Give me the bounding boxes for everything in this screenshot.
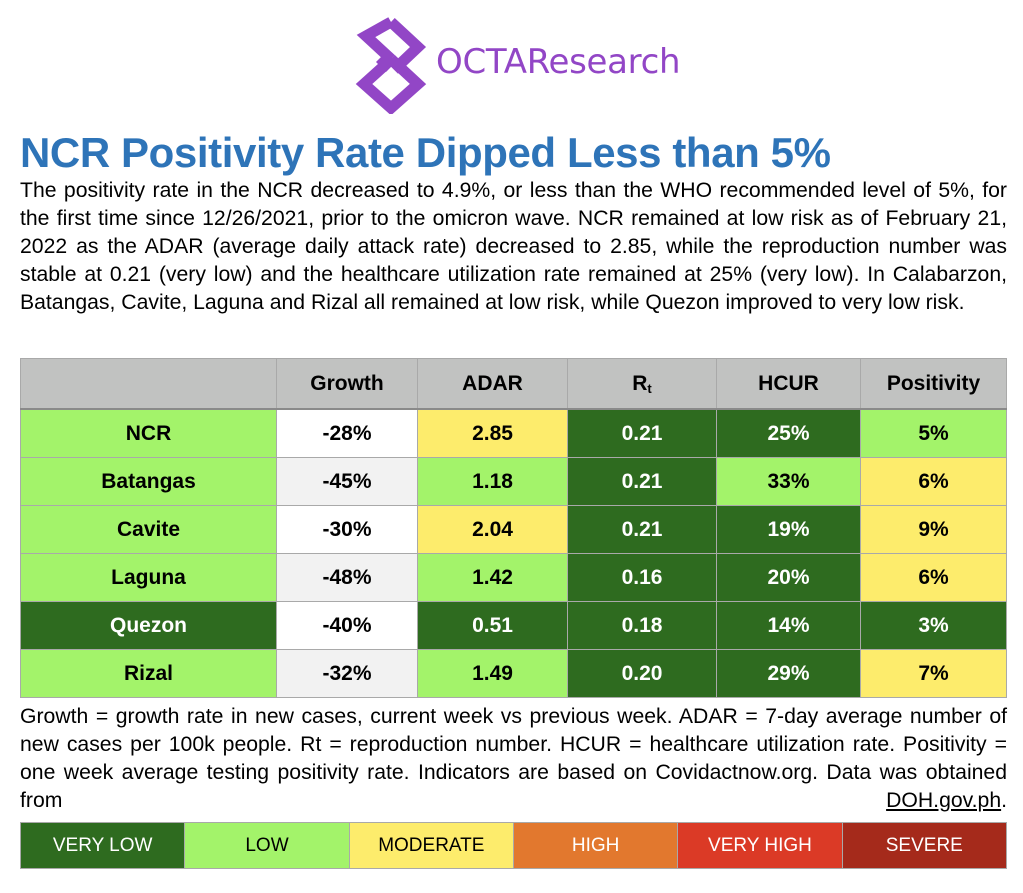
cell-hcur: 14% bbox=[716, 601, 861, 650]
cell-hcur: 33% bbox=[716, 457, 861, 506]
cell-positivity: 9% bbox=[860, 505, 1007, 554]
cell-adar: 2.85 bbox=[417, 408, 568, 458]
cell-adar: 0.51 bbox=[417, 601, 568, 650]
octa-research-logo: OCTAResearch bbox=[352, 14, 681, 114]
footnote: Growth = growth rate in new cases, curre… bbox=[20, 703, 1007, 815]
cell-positivity: 6% bbox=[860, 553, 1007, 602]
table-body: NCR -28% 2.85 0.21 25% 5% Batangas -45% … bbox=[20, 408, 1007, 698]
summary-paragraph: The positivity rate in the NCR decreased… bbox=[20, 179, 1007, 314]
cell-adar: 1.42 bbox=[417, 553, 568, 602]
risk-table: Growth ADAR Rt HCUR Positivity NCR -28% … bbox=[20, 358, 1007, 698]
cell-growth: -32% bbox=[276, 649, 418, 698]
doh-link[interactable]: DOH.gov.ph bbox=[886, 789, 1002, 812]
legend-severe: SEVERE bbox=[842, 823, 1006, 868]
legend-very-high: VERY HIGH bbox=[678, 823, 843, 868]
cell-growth: -48% bbox=[276, 553, 418, 602]
table-row: Cavite -30% 2.04 0.21 19% 9% bbox=[20, 505, 1007, 554]
cell-growth: -40% bbox=[276, 601, 418, 650]
cell-hcur: 29% bbox=[716, 649, 861, 698]
cell-growth: -28% bbox=[276, 408, 418, 458]
cell-rt: 0.21 bbox=[567, 505, 717, 554]
table-row: NCR -28% 2.85 0.21 25% 5% bbox=[20, 408, 1007, 458]
header-positivity: Positivity bbox=[860, 358, 1007, 410]
cell-rt: 0.20 bbox=[567, 649, 717, 698]
cell-rt: 0.21 bbox=[567, 457, 717, 506]
table-row: Quezon -40% 0.51 0.18 14% 3% bbox=[20, 601, 1007, 650]
cell-rt: 0.18 bbox=[567, 601, 717, 650]
cell-rt: 0.21 bbox=[567, 408, 717, 458]
table-row: Laguna -48% 1.42 0.16 20% 6% bbox=[20, 553, 1007, 602]
cell-positivity: 7% bbox=[860, 649, 1007, 698]
cell-positivity: 3% bbox=[860, 601, 1007, 650]
footnote-end: . bbox=[1001, 789, 1007, 812]
cell-positivity: 5% bbox=[860, 408, 1007, 458]
table-row: Rizal -32% 1.49 0.20 29% 7% bbox=[20, 649, 1007, 698]
cell-rt: 0.16 bbox=[567, 553, 717, 602]
header-rt-main: R bbox=[632, 371, 648, 395]
cell-region: Quezon bbox=[20, 601, 277, 650]
header-rt-sub: t bbox=[647, 380, 652, 396]
header-hcur: HCUR bbox=[716, 358, 861, 410]
cell-region: Cavite bbox=[20, 505, 277, 554]
cell-adar: 1.49 bbox=[417, 649, 568, 698]
risk-legend: VERY LOW LOW MODERATE HIGH VERY HIGH SEV… bbox=[20, 822, 1007, 869]
cell-adar: 2.04 bbox=[417, 505, 568, 554]
table-row: Batangas -45% 1.18 0.21 33% 6% bbox=[20, 457, 1007, 506]
cell-hcur: 19% bbox=[716, 505, 861, 554]
header-rt: Rt bbox=[567, 358, 717, 410]
octa-diamond-logo-icon bbox=[352, 14, 430, 114]
cell-growth: -45% bbox=[276, 457, 418, 506]
header-adar: ADAR bbox=[417, 358, 568, 410]
cell-positivity: 6% bbox=[860, 457, 1007, 506]
logo-text: OCTAResearch bbox=[436, 42, 681, 82]
header-region bbox=[20, 358, 277, 410]
footnote-text: Growth = growth rate in new cases, curre… bbox=[20, 705, 1007, 812]
legend-high: HIGH bbox=[513, 823, 679, 868]
legend-low: LOW bbox=[185, 823, 350, 868]
cell-adar: 1.18 bbox=[417, 457, 568, 506]
cell-region: Batangas bbox=[20, 457, 277, 506]
cell-region: Laguna bbox=[20, 553, 277, 602]
cell-growth: -30% bbox=[276, 505, 418, 554]
cell-region: NCR bbox=[20, 408, 277, 458]
headline: NCR Positivity Rate Dipped Less than 5% bbox=[20, 129, 831, 176]
cell-region: Rizal bbox=[20, 649, 277, 698]
table-header-row: Growth ADAR Rt HCUR Positivity bbox=[20, 358, 1007, 410]
header-growth: Growth bbox=[276, 358, 418, 410]
legend-moderate: MODERATE bbox=[349, 823, 514, 868]
cell-hcur: 20% bbox=[716, 553, 861, 602]
legend-very-low: VERY LOW bbox=[21, 823, 186, 868]
cell-hcur: 25% bbox=[716, 408, 861, 458]
